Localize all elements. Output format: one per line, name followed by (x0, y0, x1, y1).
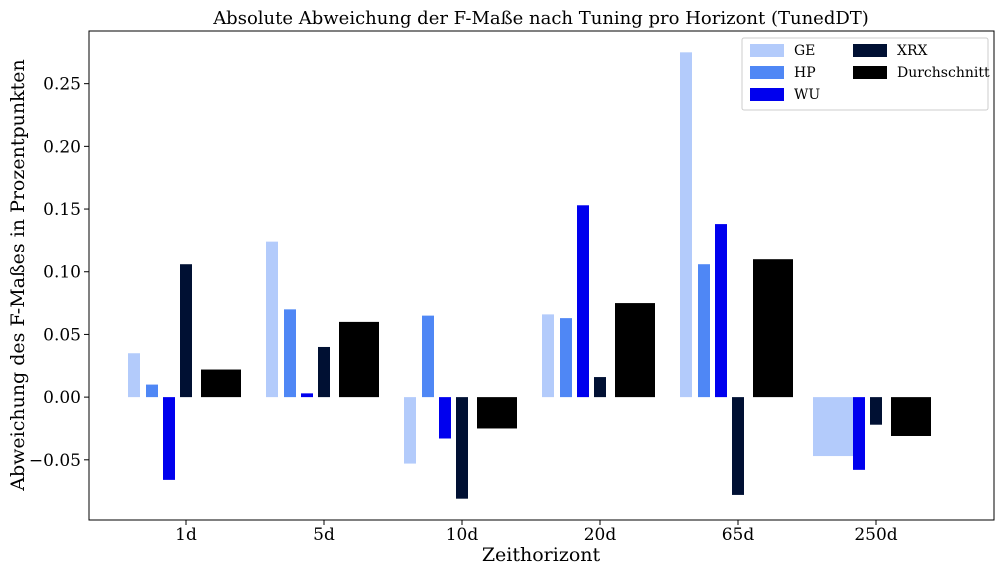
y-tick-label: 0.15 (43, 200, 81, 220)
y-axis-label: Abweichung des F-Maßes in Prozentpunkten (7, 59, 29, 492)
bar-xrx-1d (180, 264, 192, 398)
bars-layer (128, 52, 931, 499)
bar-xrx-20d (594, 377, 606, 398)
bar-durchschnitt-20d (615, 303, 655, 398)
legend-swatch-xrx (853, 44, 887, 57)
y-tick-label: 0.10 (43, 263, 81, 283)
bar-wu-65d (715, 224, 727, 398)
x-tick-label-20d: 20d (584, 525, 617, 545)
bar-xrx-65d (732, 397, 744, 495)
x-tick-label-65d: 65d (722, 525, 755, 545)
bar-durchschnitt-250d (891, 397, 931, 436)
bar-ge-65d (680, 52, 692, 398)
x-tick-label-10d: 10d (446, 525, 479, 545)
bar-hp-5d (284, 309, 296, 398)
bar-wu-250d (853, 397, 865, 470)
bar-ge-10d (404, 397, 416, 464)
x-tick-label-250d: 250d (854, 525, 897, 545)
bar-wu-5d (301, 393, 313, 398)
bar-xrx-5d (318, 346, 330, 398)
bar-hp-10d (422, 315, 434, 398)
bar-xrx-10d (456, 397, 468, 499)
y-tick-label: −0.05 (29, 451, 81, 471)
bar-ge-1d (128, 353, 140, 398)
bar-durchschnitt-65d (753, 259, 793, 398)
y-tick-label: 0.20 (43, 137, 81, 157)
y-tick-label: 0.00 (43, 388, 81, 408)
legend-swatch-hp (750, 66, 784, 79)
bar-durchschnitt-10d (477, 397, 517, 429)
bar-wu-1d (163, 397, 175, 480)
bar-hp-1d (146, 384, 158, 398)
legend: GE HP WU XRX Durchschnitt (741, 37, 990, 111)
chart-title: Absolute Abweichung der F-Maße nach Tuni… (212, 8, 869, 29)
bar-ge-5d (266, 241, 278, 398)
bar-hp-65d (698, 264, 710, 398)
legend-swatch-ge (750, 44, 784, 57)
x-tick-label-5d: 5d (313, 525, 335, 545)
y-tick-label: 0.25 (43, 75, 81, 95)
legend-label-hp: HP (794, 65, 816, 81)
bar-durchschnitt-5d (339, 321, 379, 398)
bar-wu-10d (439, 397, 451, 439)
bar-xrx-250d (870, 397, 882, 425)
bar-durchschnitt-1d (201, 369, 241, 398)
legend-label-ge: GE (794, 43, 815, 59)
legend-label-wu: WU (794, 87, 820, 103)
bar-ge-20d (542, 314, 554, 398)
x-axis-label: Zeithorizont (482, 544, 601, 566)
legend-swatch-durchschnitt (853, 66, 887, 79)
bar-ge-250d (813, 397, 853, 457)
plot-frame (88, 30, 995, 521)
legend-label-xrx: XRX (897, 43, 928, 59)
bar-hp-20d (560, 318, 572, 398)
x-tick-label-1d: 1d (175, 525, 197, 545)
legend-label-durchschnitt: Durchschnitt (897, 65, 990, 81)
legend-swatch-wu (750, 88, 784, 101)
axes-layer: 1d 5d 10d 20d 65d 250d −0.05 0.00 0.05 0.10 0.15 0.… (29, 30, 995, 545)
y-tick-label: 0.05 (43, 325, 81, 345)
bar-wu-20d (577, 205, 589, 398)
